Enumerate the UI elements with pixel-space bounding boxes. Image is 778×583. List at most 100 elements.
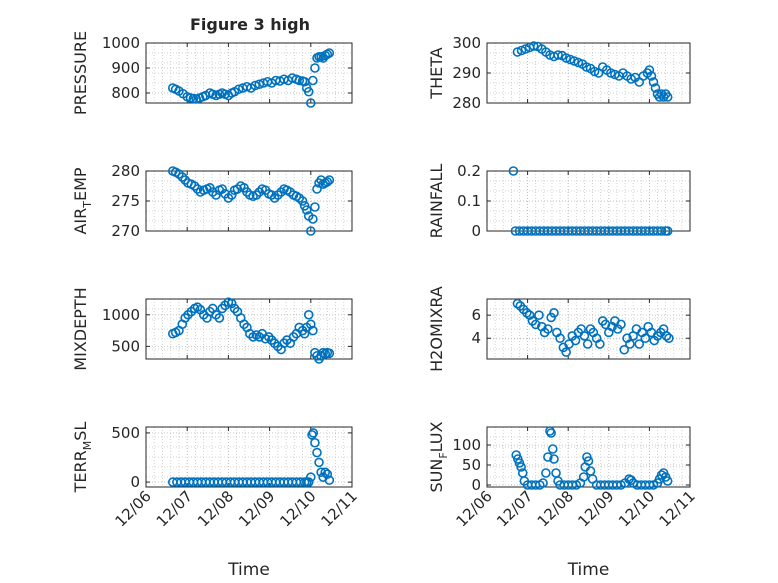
subplot-8: 05010012/0612/0712/0812/0912/1012/11Time…: [427, 421, 699, 580]
series-markers: [167, 48, 335, 108]
data-point: [303, 86, 314, 97]
data-point: [619, 344, 630, 355]
data-point: [308, 214, 318, 224]
data-point: [549, 308, 559, 318]
data-point: [549, 454, 559, 464]
series-markers: [512, 41, 673, 102]
data-point: [521, 308, 532, 318]
x-tick-label: 12/10: [615, 487, 658, 530]
data-point: [530, 319, 541, 330]
data-point: [534, 310, 544, 320]
y-tick-label: 270: [111, 222, 140, 240]
data-point: [583, 456, 594, 466]
data-point: [251, 190, 262, 200]
data-point: [324, 48, 335, 58]
data-point: [324, 348, 335, 359]
y-axis-label-part: H2OMIXRA: [427, 286, 446, 372]
data-point: [226, 298, 237, 309]
data-point: [305, 226, 316, 236]
data-point: [294, 75, 305, 86]
data-point: [322, 469, 333, 480]
x-axis-label: Time: [227, 560, 270, 580]
y-tick-label: 0: [471, 476, 481, 494]
data-point: [254, 187, 265, 197]
y-tick-label: 0: [130, 473, 140, 491]
x-tick-label: 12/07: [153, 487, 196, 530]
data-point: [508, 166, 519, 176]
y-tick-label: 50: [462, 456, 481, 474]
data-point: [582, 339, 593, 349]
x-tick-label: 12/11: [318, 487, 361, 530]
y-axis-label-part: LUX: [427, 421, 446, 452]
x-tick-label: 12/09: [235, 487, 278, 530]
data-point: [537, 321, 547, 332]
data-point: [214, 313, 225, 323]
data-point: [308, 428, 319, 438]
series-markers: [167, 297, 335, 364]
y-axis-label: MIXDEPTH: [71, 287, 90, 370]
data-point: [634, 339, 645, 349]
subplot-2: 280 290 300 THETA: [427, 34, 691, 112]
data-point: [512, 298, 523, 309]
y-tick-label: 0: [471, 222, 481, 240]
y-axis-label: PRESSURE: [71, 31, 90, 115]
data-point: [664, 333, 674, 344]
y-axis-label-subscript: M: [81, 441, 94, 451]
x-tick-label: 12/06: [112, 487, 155, 530]
y-tick-label: 800: [111, 84, 140, 102]
y-axis-label-part: THETA: [427, 47, 446, 99]
y-axis-label: SUNFLUX: [427, 421, 450, 492]
data-point: [595, 339, 605, 349]
data-point: [312, 184, 322, 194]
y-tick-label: 4: [471, 329, 481, 347]
data-point: [310, 63, 320, 73]
data-point: [543, 324, 553, 334]
y-tick-label: 275: [111, 192, 140, 210]
data-point: [233, 84, 244, 95]
y-axis-label-part: PRESSURE: [71, 31, 90, 115]
y-tick-label: 900: [111, 59, 140, 77]
data-point: [297, 196, 308, 206]
y-tick-label: 0.1: [457, 192, 481, 210]
y-axis-label: AIRTEMP: [71, 167, 94, 234]
x-tick-label: 12/08: [534, 487, 577, 530]
axes-box: [145, 298, 353, 360]
data-point: [524, 310, 535, 320]
y-axis-label: TERRMSL: [71, 422, 94, 494]
data-point: [189, 181, 200, 191]
y-axis-label-part: EMP: [71, 167, 90, 201]
data-point: [538, 478, 548, 488]
y-tick-label: 280: [111, 162, 140, 180]
data-point: [541, 468, 551, 478]
data-point: [192, 184, 203, 194]
data-point: [625, 339, 635, 349]
data-point: [646, 71, 657, 81]
data-point: [516, 462, 526, 472]
axes-box: [145, 42, 353, 104]
y-tick-label: 1000: [102, 306, 140, 324]
figure-title: Figure 3 high: [190, 15, 310, 34]
y-axis-label-part: SUN: [427, 459, 446, 493]
data-point: [266, 190, 277, 200]
data-point: [640, 333, 651, 344]
y-axis-label-part: SL: [71, 422, 90, 441]
y-tick-label: 290: [452, 64, 481, 82]
subplot-3: 270 275 280 AIRTEMP: [71, 162, 353, 240]
axes-box: [486, 298, 691, 360]
y-tick-label: 100: [452, 436, 481, 454]
data-point: [303, 477, 314, 487]
data-point: [305, 472, 316, 482]
y-axis-label-part: TERR: [71, 450, 90, 493]
data-point: [324, 175, 335, 185]
data-point: [662, 226, 673, 236]
data-point: [561, 347, 571, 357]
x-tick-label: 12/07: [493, 487, 536, 530]
data-point: [546, 428, 556, 438]
data-point: [547, 444, 558, 454]
x-tick-label: 12/10: [276, 487, 319, 530]
x-tick-label: 12/09: [574, 487, 617, 530]
data-point: [570, 335, 581, 346]
y-axis-label-subscript: T: [81, 201, 94, 209]
subplot-4: 0 0.1 0.2 RAINFALL: [427, 162, 691, 240]
